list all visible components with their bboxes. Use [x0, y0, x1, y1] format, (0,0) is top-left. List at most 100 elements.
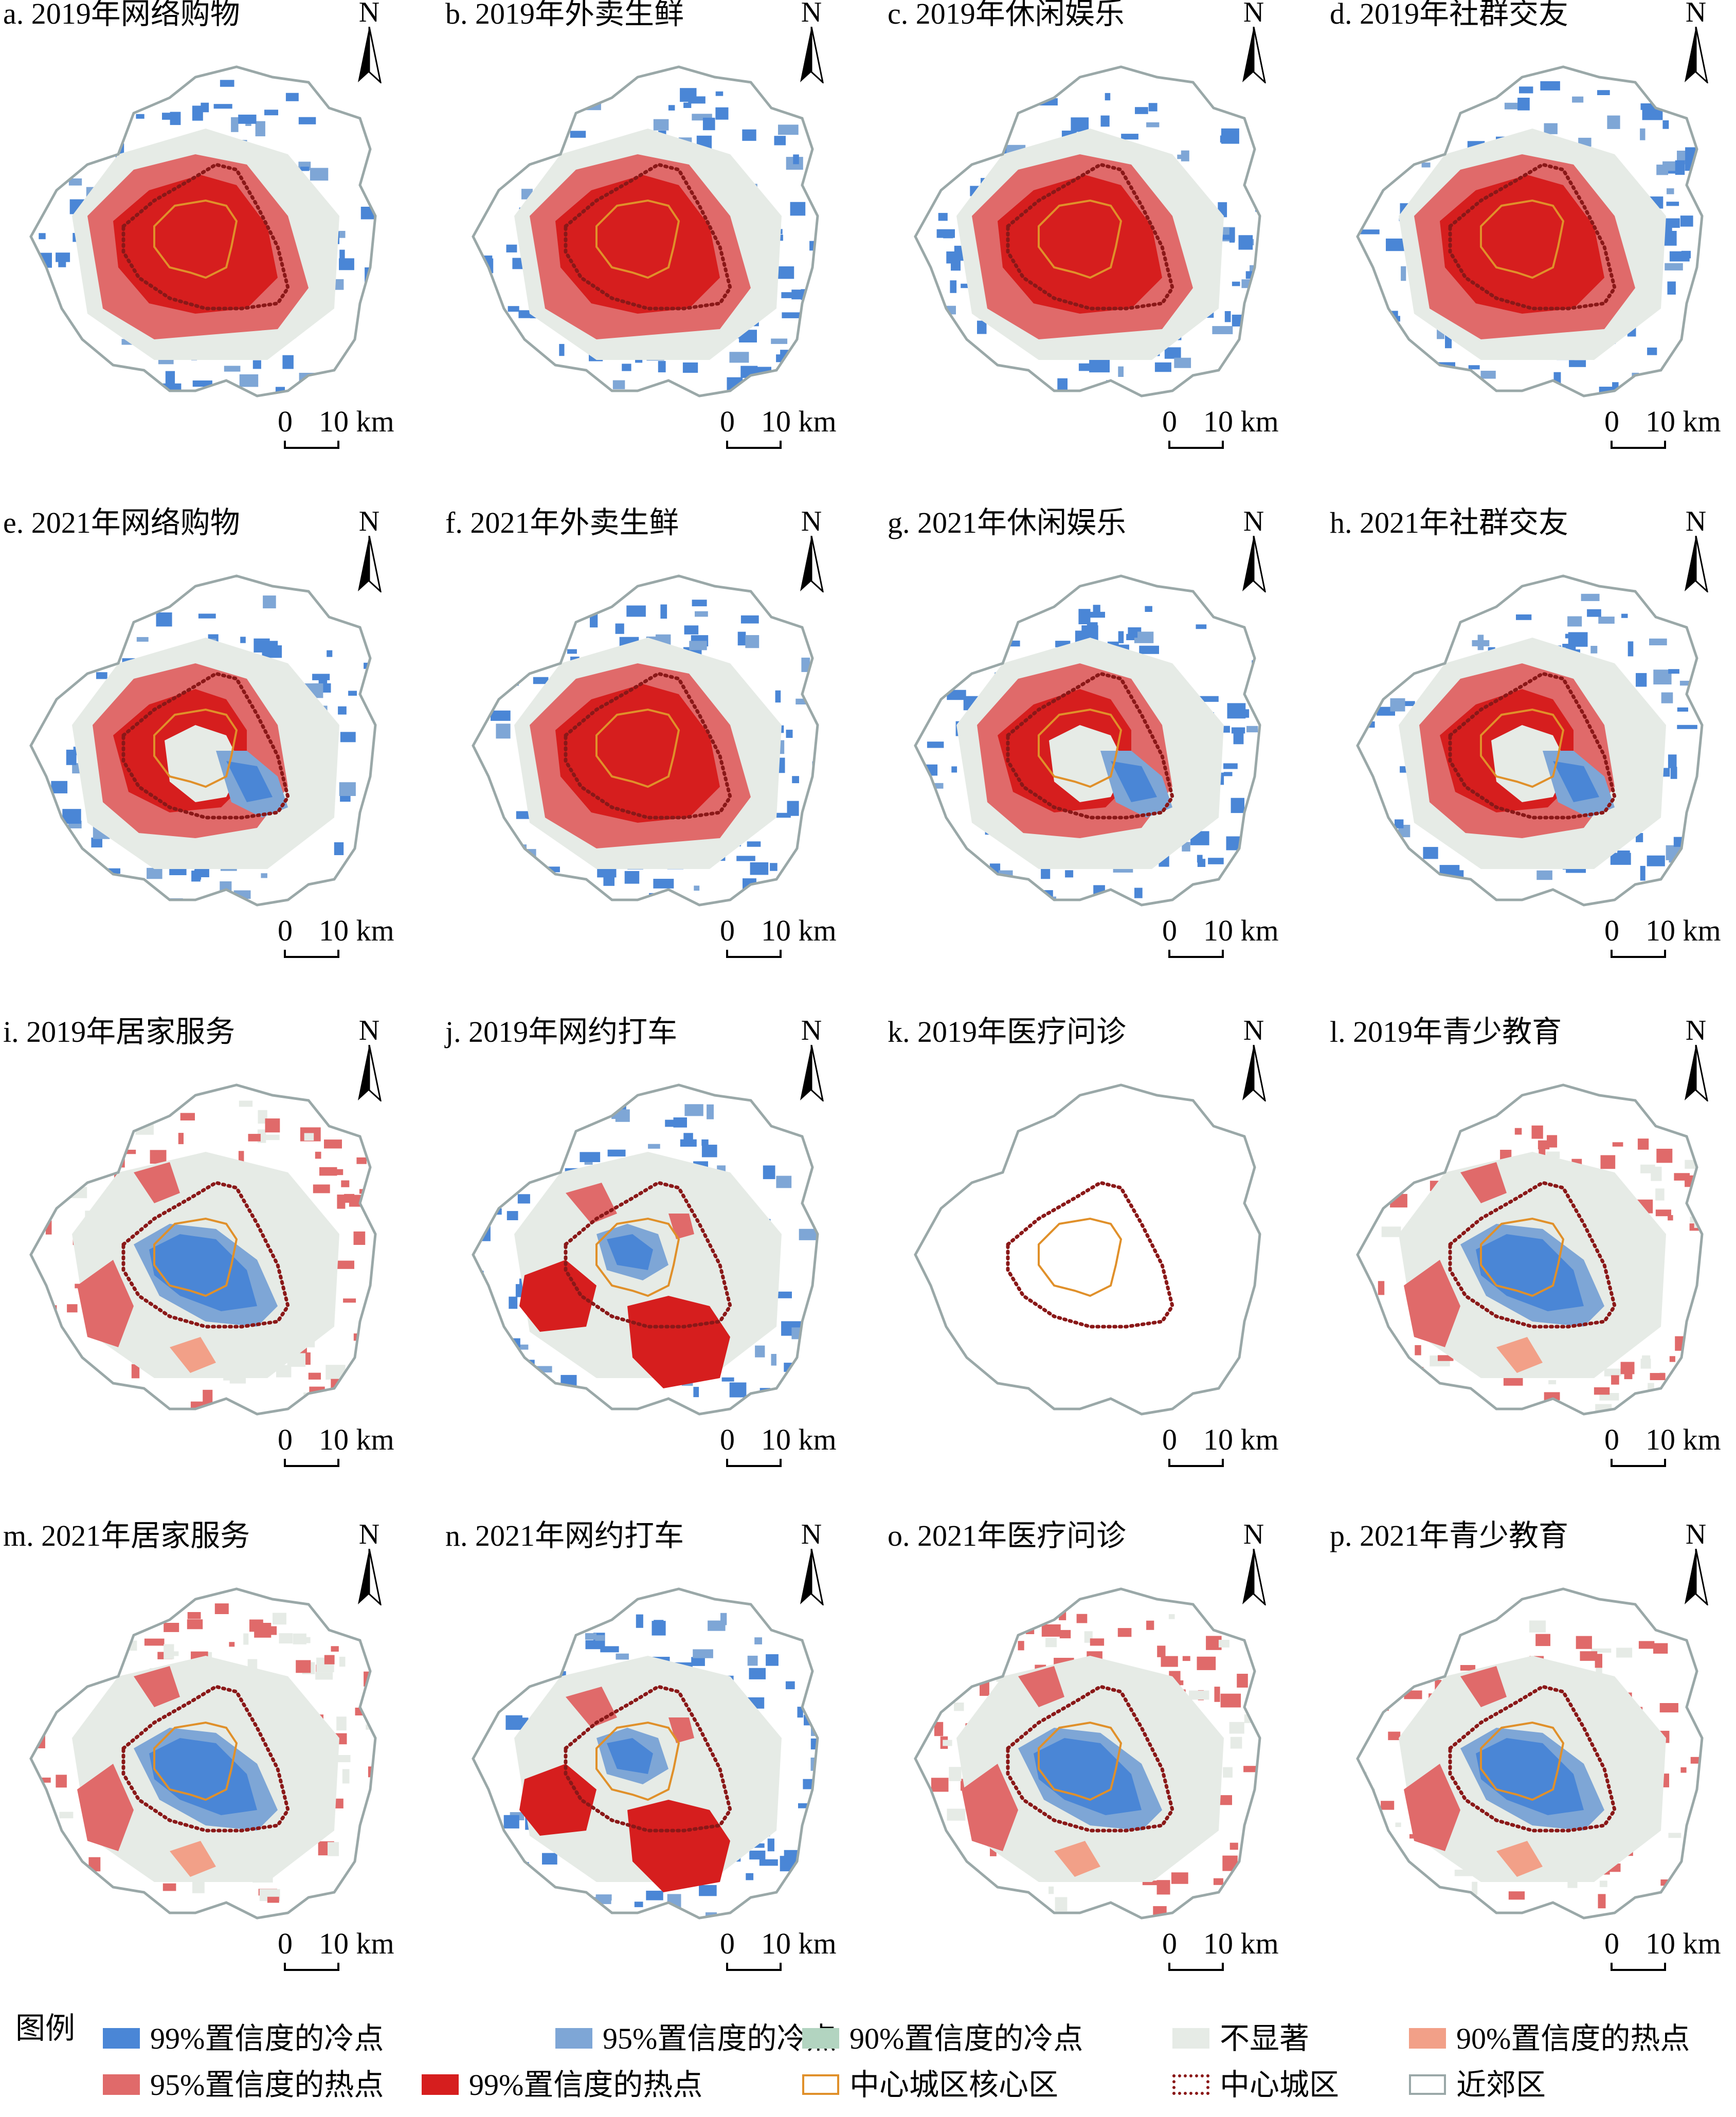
- legend-label: 95%置信度的冷点: [603, 2022, 837, 2055]
- hotspot-layer: [473, 88, 818, 394]
- suburb-boundary: [914, 1587, 1261, 1920]
- north-label: N: [801, 505, 822, 537]
- legend-swatch: [1172, 2074, 1209, 2095]
- map-panel: c. 2019年休闲娱乐 N 0 10 km: [884, 0, 1318, 509]
- central-core-boundary: [1038, 1217, 1123, 1297]
- suburb-boundary: [472, 1083, 819, 1416]
- hotspot-layer: [1360, 81, 1702, 396]
- scale-zero: 0: [1604, 405, 1619, 438]
- legend: 图例 99%置信度的冷点 95%置信度的冷点 90%置信度的冷点 不显著 90%置信度的…: [0, 2000, 1736, 2117]
- hotspot-region-hot95: [1460, 1666, 1507, 1707]
- hotspot-region-hot95: [77, 1764, 134, 1851]
- legend-label: 90%置信度的热点: [1456, 2022, 1690, 2055]
- north-arrow-icon: N: [796, 0, 827, 83]
- central-core-boundary: [1038, 199, 1123, 279]
- scale-ten: 10 km: [761, 1927, 837, 1960]
- scale-zero: 0: [720, 1927, 735, 1960]
- north-arrow-icon: N: [1238, 505, 1269, 592]
- suburb-boundary: [472, 574, 819, 907]
- north-label: N: [801, 0, 822, 28]
- central-core-boundary: [595, 1217, 680, 1297]
- hotspot-region-hot95: [134, 1162, 180, 1203]
- map-title: f. 2021年外卖生鲜: [445, 506, 679, 539]
- hotspot-region-hot95: [962, 1764, 1018, 1851]
- suburb-boundary: [1356, 574, 1704, 907]
- scale-ten: 10 km: [1645, 1927, 1721, 1960]
- map-title: h. 2021年社群交友: [1330, 506, 1569, 539]
- hotspot-map: [914, 574, 1261, 907]
- scale-bar: 0 10 km: [720, 404, 854, 450]
- hotspot-layer: [1378, 1125, 1702, 1414]
- north-arrow-icon: N: [796, 505, 827, 592]
- hotspot-layer: [476, 1102, 818, 1398]
- hotspot-map: [472, 65, 819, 397]
- suburb-boundary: [472, 1587, 819, 1920]
- scale-ten: 10 km: [319, 1423, 394, 1456]
- north-label: N: [801, 1518, 822, 1550]
- hotspot-region-cold99: [607, 1738, 653, 1774]
- legend-label: 不显著: [1220, 2022, 1310, 2055]
- suburb-boundary: [914, 1083, 1261, 1416]
- central-city-boundary: [121, 162, 290, 311]
- map-panel: l. 2019年青少教育 N 0 10 km: [1327, 1015, 1736, 1527]
- map-title: b. 2019年外卖生鲜: [445, 0, 684, 30]
- hotspot-region-cold99: [1476, 1234, 1584, 1311]
- central-core-boundary: [153, 1217, 238, 1297]
- scale-ten: 10 km: [761, 914, 837, 947]
- north-label: N: [1243, 505, 1264, 537]
- scale-zero: 0: [720, 405, 735, 438]
- hotspot-region-insig: [1491, 725, 1568, 802]
- hotspot-layer: [503, 1613, 818, 1918]
- central-city-boundary: [1448, 672, 1617, 820]
- scale-bar: 0 10 km: [1162, 1926, 1296, 1972]
- map-title: c. 2019年休闲娱乐: [888, 0, 1125, 30]
- central-city-boundary: [1006, 1685, 1174, 1833]
- central-city-boundary: [1448, 162, 1617, 311]
- hotspot-region-hot99: [555, 684, 720, 823]
- hotspot-layer: [491, 600, 818, 905]
- hotspot-map: [1356, 574, 1704, 907]
- scale-bar: 0 10 km: [720, 913, 854, 959]
- central-core-boundary: [1038, 708, 1123, 788]
- hotspot-region-hot95: [1018, 1666, 1064, 1707]
- map-title: g. 2021年休闲娱乐: [888, 506, 1127, 539]
- map-title: p. 2021年青少教育: [1330, 1519, 1569, 1552]
- central-city-boundary: [1006, 672, 1174, 820]
- map-title: m. 2021年居家服务: [3, 1519, 250, 1552]
- map-panel: o. 2021年医疗问诊 N 0 10 km: [884, 1518, 1318, 2031]
- suburb-boundary: [29, 574, 377, 907]
- hotspot-layer: [35, 80, 375, 396]
- map-title: j. 2019年网约打车: [445, 1015, 678, 1048]
- map-panel: g. 2021年休闲娱乐 N 0 10 km: [884, 505, 1318, 1018]
- central-city-boundary: [1006, 162, 1174, 311]
- legend-swatch: [103, 2028, 140, 2049]
- north-arrow-icon: N: [1680, 1520, 1711, 1605]
- central-city-boundary: [564, 672, 732, 820]
- legend-swatch: [1409, 2074, 1446, 2095]
- scale-bar: 0 10 km: [1162, 913, 1296, 959]
- scale-ten: 10 km: [761, 1423, 837, 1456]
- scale-ten: 10 km: [1203, 405, 1279, 438]
- scale-bar: 0 10 km: [278, 404, 411, 450]
- central-city-boundary: [121, 1685, 290, 1833]
- hotspot-map: [914, 1587, 1261, 1920]
- central-core-boundary: [1480, 708, 1565, 788]
- hotspot-region-hot90: [1496, 1841, 1543, 1877]
- legend-swatch: [802, 2074, 839, 2095]
- central-city-boundary: [564, 1685, 732, 1833]
- north-label: N: [801, 1015, 822, 1046]
- north-label: N: [1243, 1518, 1264, 1550]
- hotspot-region-hot99: [113, 175, 278, 314]
- hotspot-region-hot90: [1496, 1337, 1543, 1373]
- north-arrow-icon: N: [354, 1520, 385, 1605]
- map-panel: d. 2019年社群交友 N 0 10 km: [1327, 0, 1736, 509]
- hotspot-region-hot95: [77, 1260, 134, 1347]
- legend-swatch: [1409, 2028, 1446, 2049]
- scale-zero: 0: [1162, 914, 1177, 947]
- suburb-area: [915, 1085, 1260, 1414]
- scale-zero: 0: [278, 1423, 293, 1456]
- map-title: i. 2019年居家服务: [3, 1015, 236, 1048]
- legend-swatch: [103, 2074, 140, 2095]
- suburb-boundary: [29, 1083, 377, 1416]
